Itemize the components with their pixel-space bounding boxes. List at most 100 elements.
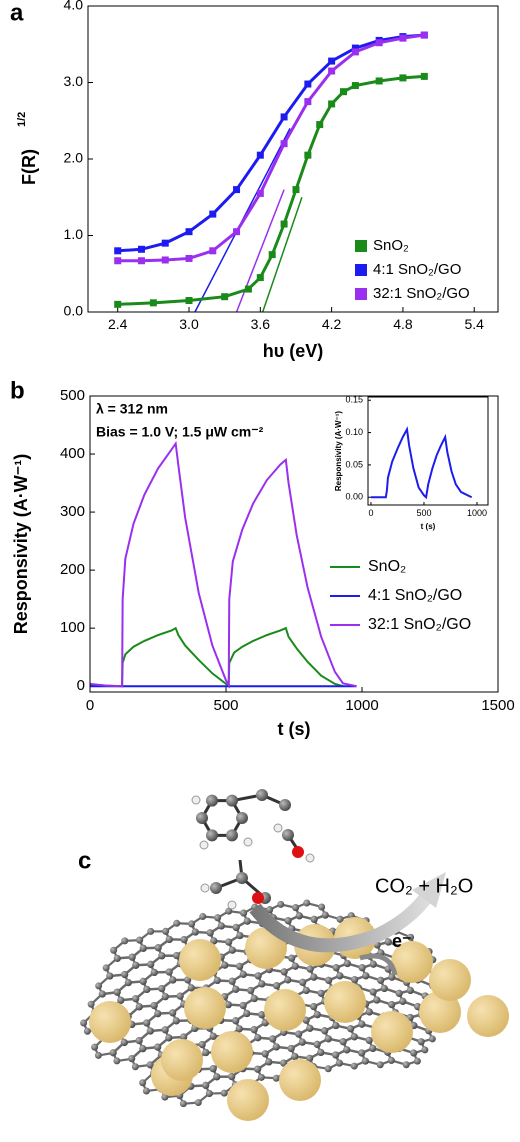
marker bbox=[399, 74, 407, 82]
carbon-atom bbox=[402, 1061, 410, 1069]
legend-label: 32:1 SnO₂/GO bbox=[368, 616, 471, 633]
carbon-atom bbox=[165, 1034, 173, 1042]
carbon-atom bbox=[361, 1057, 369, 1065]
hydrogen-atom bbox=[199, 840, 209, 850]
carbon-atom bbox=[261, 1050, 269, 1058]
carbon-atom bbox=[298, 1038, 306, 1046]
marker bbox=[137, 257, 145, 265]
carbon-atom bbox=[395, 989, 403, 997]
carbon-atom bbox=[369, 960, 377, 968]
carbon-atom bbox=[343, 1046, 351, 1054]
carbon-atom bbox=[199, 913, 207, 921]
nanoparticle bbox=[179, 939, 221, 981]
y-tick-label: 0.00 bbox=[345, 492, 363, 502]
series-line bbox=[117, 33, 425, 263]
carbon-atom bbox=[205, 1090, 213, 1098]
carbon-atom bbox=[176, 992, 184, 1000]
carbon-atom bbox=[317, 989, 325, 997]
marker bbox=[420, 72, 428, 80]
carbon-atom bbox=[154, 1043, 162, 1051]
carbon-atom bbox=[124, 978, 132, 986]
carbon-atom bbox=[194, 1099, 202, 1107]
carbon-atom bbox=[139, 1079, 147, 1087]
carbon-atom bbox=[95, 982, 103, 990]
marker bbox=[304, 98, 312, 106]
atom bbox=[226, 829, 238, 842]
atom bbox=[279, 799, 291, 811]
carbon-atom bbox=[339, 1038, 347, 1046]
carbon-atom bbox=[154, 944, 162, 952]
carbon-atom bbox=[213, 1073, 221, 1081]
nanoparticle bbox=[429, 959, 471, 1001]
plot-frame bbox=[87, 5, 499, 313]
legend-label: 4:1 SnO₂/GO bbox=[373, 261, 461, 278]
plot-frame bbox=[89, 395, 499, 693]
carbon-atom bbox=[150, 1001, 158, 1009]
carbon-atom bbox=[128, 953, 136, 961]
legend-label: 32:1 SnO₂/GO bbox=[373, 285, 470, 302]
marker bbox=[244, 285, 252, 293]
carbon-atom bbox=[206, 929, 214, 937]
marker bbox=[114, 257, 122, 265]
marker bbox=[280, 113, 288, 121]
carbon-atom bbox=[332, 964, 340, 972]
series-line bbox=[89, 440, 357, 689]
carbon-atom bbox=[287, 1044, 295, 1052]
carbon-atom bbox=[336, 915, 344, 923]
electron-label: e⁻ bbox=[392, 931, 412, 951]
carbon-atom bbox=[413, 1057, 421, 1065]
carbon-atom bbox=[128, 1055, 136, 1063]
carbon-atom bbox=[132, 961, 140, 969]
y-tick-label: 0.0 bbox=[64, 303, 84, 319]
carbon-atom bbox=[139, 1044, 147, 1052]
tangent-line bbox=[261, 197, 303, 313]
carbon-atom bbox=[332, 1051, 340, 1059]
carbon-atom bbox=[102, 964, 110, 972]
legend-label: SnO₂ bbox=[373, 237, 409, 254]
carbon-atom bbox=[407, 933, 415, 941]
y-axis-label: F(R) bbox=[19, 149, 39, 185]
marker bbox=[399, 34, 407, 42]
legend-label: SnO₂ bbox=[368, 558, 406, 575]
carbon-atom bbox=[272, 1043, 280, 1051]
chart: 0 500 1000 1500 0 100 200 300 400 500 t (s) Respons… bbox=[10, 377, 515, 738]
y-tick-label: 3.0 bbox=[64, 73, 84, 89]
x-tick-label: 0 bbox=[86, 697, 94, 714]
nanoparticle bbox=[89, 1001, 131, 1043]
carbon-atom bbox=[266, 906, 274, 914]
nanoparticle bbox=[264, 989, 306, 1031]
chart: 0 500 1000 0.00 0.05 0.10 0.15 t (s) Responsivit… bbox=[334, 395, 489, 531]
carbon-atom bbox=[225, 938, 233, 946]
carbon-atom bbox=[250, 1026, 258, 1034]
carbon-atom bbox=[139, 977, 147, 985]
carbon-atom bbox=[221, 961, 229, 969]
y-axis-label: Responsivity (A·W⁻¹) bbox=[11, 454, 31, 635]
carbon-atom bbox=[172, 1017, 180, 1025]
carbon-atom bbox=[143, 985, 151, 993]
nanoparticle bbox=[419, 991, 461, 1033]
carbon-atom bbox=[109, 1049, 117, 1057]
carbon-atom bbox=[417, 1038, 425, 1046]
panel-label: a bbox=[10, 0, 24, 26]
atom bbox=[256, 789, 268, 801]
carbon-atom bbox=[313, 1010, 321, 1018]
carbon-atom bbox=[324, 1035, 332, 1043]
marker bbox=[209, 210, 217, 218]
carbon-atom bbox=[87, 1000, 95, 1008]
carbon-atom bbox=[228, 1073, 236, 1081]
y-tick-label: 0.10 bbox=[345, 427, 363, 437]
nanoparticle bbox=[467, 995, 509, 1037]
marker bbox=[268, 251, 276, 259]
carbon-atom bbox=[295, 1030, 303, 1038]
carbon-atom bbox=[179, 1100, 187, 1108]
chart: 2.4 3.0 3.6 4.2 4.8 5.4 0.0 1.0 2.0 3.0 4.0 hυ (eV)… bbox=[10, 0, 499, 361]
carbon-atom bbox=[343, 959, 351, 967]
carbon-atom bbox=[302, 1016, 310, 1024]
carbon-atom bbox=[162, 927, 170, 935]
carbon-atom bbox=[136, 936, 144, 944]
carbon-atom bbox=[180, 936, 188, 944]
x-tick-label: 5.4 bbox=[464, 316, 484, 332]
carbon-atom bbox=[209, 1065, 217, 1073]
carbon-atom bbox=[146, 1027, 154, 1035]
carbon-atom bbox=[406, 986, 414, 994]
